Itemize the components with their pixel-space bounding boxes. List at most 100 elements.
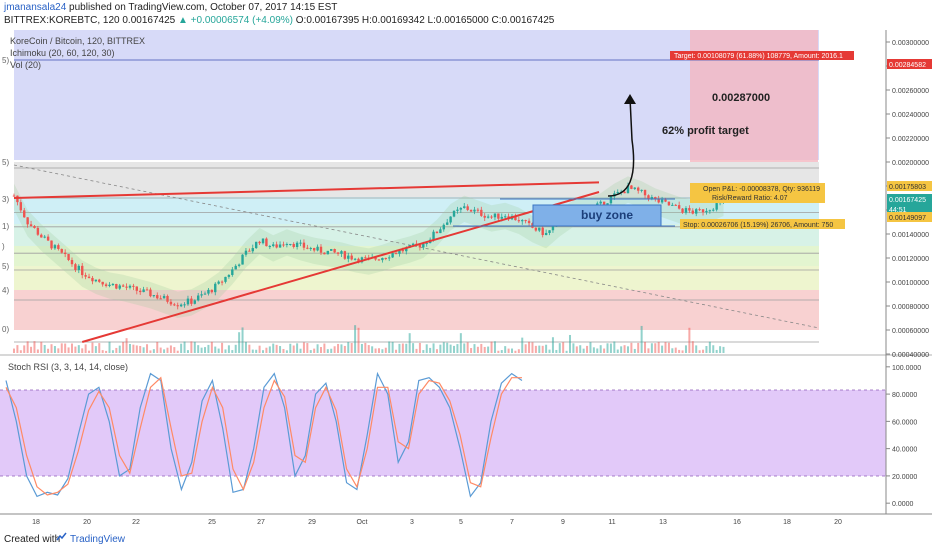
trendline[interactable] (13, 181, 600, 199)
volume-bar (412, 343, 415, 353)
tradingview-brand-link[interactable]: TradingView (70, 534, 126, 545)
price-tag-text: 0.00167425 (889, 197, 926, 204)
trendline[interactable] (81, 191, 600, 343)
volume-bar (470, 348, 473, 353)
volume-bar (309, 350, 312, 353)
price-pane[interactable]: buy zone 0.00287000 62% profit target Ta… (0, 30, 886, 354)
candle-body (456, 209, 459, 211)
candle-body (139, 290, 142, 293)
stop-box (680, 219, 845, 229)
fib-level-labels: 5) 5) 3) 1)) 5) 4) 0) (2, 56, 9, 334)
stoch-line-d (5, 376, 522, 496)
time-tick-label: 7 (510, 519, 514, 526)
candle-body (524, 220, 527, 222)
candle-body (626, 185, 630, 194)
candle-body (531, 223, 534, 228)
candle-body (616, 192, 619, 194)
volume-bar (91, 342, 94, 353)
footer: Created with TradingView (0, 528, 932, 550)
candle-body (196, 295, 200, 301)
volume-bar (511, 348, 514, 353)
price-tick-label: 0.00260000 (892, 88, 929, 95)
pnl-line-2: Risk/Reward Ratio: 4.07 (712, 195, 788, 202)
volume-bar (408, 333, 411, 353)
candle-body (405, 247, 408, 252)
volume-bar (493, 341, 496, 353)
candle-body (449, 216, 452, 223)
volume-bar (193, 341, 196, 353)
candle-body (292, 243, 295, 247)
volume-bar (19, 350, 22, 353)
volume-bar (688, 327, 691, 353)
volume-legend[interactable]: Vol (20) (10, 60, 41, 70)
price-tag-text: 0.00284582 (889, 62, 926, 69)
volume-bar (43, 344, 46, 353)
candle-body (517, 220, 521, 222)
candle-body (67, 254, 70, 261)
volume-bar (227, 345, 230, 353)
candle-body (149, 289, 152, 297)
candle-body (681, 208, 684, 213)
time-tick-label: 27 (257, 519, 265, 526)
candle-body (87, 276, 91, 278)
volume-bar (210, 341, 213, 353)
volume-bar (268, 346, 271, 353)
candle-body (299, 242, 302, 244)
volume-bar (30, 346, 33, 353)
volume-bar (381, 349, 384, 353)
volume-bar (183, 341, 186, 353)
time-tick-label: 9 (561, 519, 565, 526)
candle-body (609, 196, 613, 204)
volume-bar (463, 343, 466, 353)
price-axis[interactable]: 0.003000000.002800000.002600000.00240000… (885, 30, 929, 514)
ichimoku-legend[interactable]: Ichimoku (20, 60, 120, 30) (10, 48, 115, 58)
volume-bar (449, 344, 452, 353)
candle-body (483, 215, 486, 218)
candle-body (115, 283, 118, 289)
volume-bar (173, 347, 176, 353)
volume-bar (190, 341, 193, 353)
volume-bar (81, 348, 84, 353)
time-tick-label: 3 (410, 519, 414, 526)
volume-bar (497, 350, 500, 353)
stoch-rsi-pane[interactable]: Stoch RSI (3, 3, 14, 14, close) (0, 354, 932, 498)
time-tick-label: 18 (32, 519, 40, 526)
volume-bar (231, 350, 234, 353)
candle-body (46, 236, 50, 241)
candle-body (118, 285, 121, 289)
volume-bar (217, 348, 220, 353)
candle-body (272, 244, 275, 247)
stoch-axis[interactable]: 100.0000 80.0000 60.0000 40.0000 20.0000 0.00… (886, 365, 921, 508)
target-price-label: 0.00287000 (712, 92, 770, 104)
volume-bar (466, 342, 469, 353)
profit-target-label: 62% profit target (662, 125, 749, 137)
author-link[interactable]: jmanansala24 (4, 2, 67, 13)
time-axis[interactable]: 18 20 22 25 27 29 Oct 3 5 7 9 11 13 16 18 20 (0, 513, 932, 526)
volume-bar (626, 346, 629, 353)
candle-body (534, 227, 538, 231)
candle-body (159, 298, 162, 300)
volume-bar (330, 348, 333, 353)
candle-body (268, 246, 272, 248)
candle-body (179, 304, 183, 307)
volume-bar (275, 344, 278, 353)
price-tick-label: 0.00080000 (892, 304, 929, 311)
volume-bar (347, 342, 350, 353)
volume-bar (395, 349, 398, 353)
stoch-legend[interactable]: Stoch RSI (3, 3, 14, 14, close) (8, 362, 128, 372)
series-legend[interactable]: KoreCoin / Bitcoin, 120, BITTREX (10, 36, 145, 46)
candle-body (248, 250, 251, 252)
tradingview-logo-icon (56, 532, 67, 541)
volume-bar (623, 345, 626, 353)
price-tag-text: 0.00175803 (889, 184, 926, 191)
candle-body (224, 276, 227, 282)
volume-bar (531, 342, 534, 353)
candle-body (101, 281, 104, 285)
volume-bar (94, 346, 97, 353)
candle-body (81, 265, 84, 276)
fib-band-3 (14, 224, 819, 246)
volume-bar (446, 342, 449, 353)
volume-bar (265, 347, 268, 353)
volume-bar (388, 341, 391, 353)
